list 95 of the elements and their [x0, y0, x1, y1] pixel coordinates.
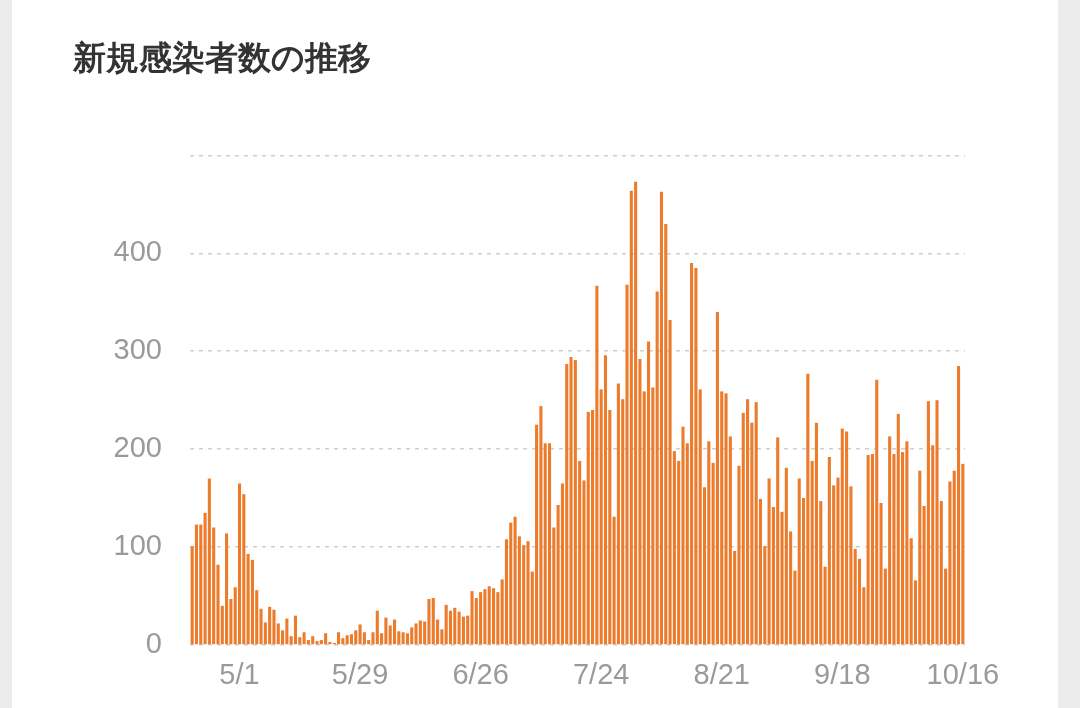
bar — [797, 478, 801, 645]
bar — [285, 618, 289, 645]
bar — [948, 481, 952, 645]
bar — [479, 592, 483, 645]
bar — [784, 467, 788, 645]
bar — [668, 319, 672, 645]
bar — [349, 634, 354, 645]
bar — [905, 441, 909, 645]
bar — [866, 455, 870, 645]
x-tick-label: 5/1 — [219, 658, 260, 691]
bar — [888, 436, 892, 645]
bar — [496, 592, 500, 645]
bar — [909, 538, 913, 645]
bar — [293, 615, 298, 645]
bar — [845, 431, 849, 645]
bar — [431, 598, 435, 645]
bar — [569, 357, 573, 645]
y-tick-label: 0 — [145, 627, 162, 659]
bar — [207, 478, 211, 645]
bar — [896, 413, 900, 645]
bar — [237, 483, 242, 645]
bar — [935, 400, 939, 645]
bar — [199, 524, 203, 645]
bar — [311, 636, 315, 645]
bar — [918, 470, 922, 645]
bar — [646, 341, 651, 645]
x-tick-label: 7/24 — [572, 658, 630, 691]
bar — [827, 456, 831, 645]
bar — [444, 604, 448, 645]
bar — [509, 522, 513, 645]
bar — [410, 627, 414, 645]
bar — [715, 312, 719, 645]
bar — [302, 632, 306, 645]
bar — [414, 623, 418, 645]
bar — [272, 609, 276, 645]
bar — [483, 589, 487, 645]
bar — [375, 610, 379, 645]
bar — [586, 411, 590, 645]
bar — [746, 399, 750, 645]
bar — [513, 516, 517, 645]
bar — [470, 591, 474, 645]
x-tick-label: 6/26 — [452, 658, 509, 691]
bar — [681, 426, 685, 645]
bar — [324, 633, 328, 645]
y-tick-label: 400 — [113, 235, 162, 268]
bar — [776, 437, 780, 645]
bar — [956, 365, 961, 645]
bar — [853, 549, 857, 645]
bar — [427, 598, 431, 645]
bar — [767, 478, 771, 645]
bar — [354, 630, 358, 645]
bar — [875, 379, 879, 645]
bar — [616, 383, 620, 645]
bar — [336, 632, 341, 645]
bar — [418, 620, 422, 645]
x-tick-label: 9/18 — [814, 658, 871, 691]
bar — [603, 355, 608, 645]
bar — [547, 443, 552, 645]
bar — [806, 373, 810, 645]
x-tick-label: 8/21 — [693, 658, 750, 691]
bar — [814, 422, 819, 645]
bar — [358, 624, 362, 645]
bar — [595, 285, 599, 645]
x-tick-label: 10/16 — [926, 658, 1000, 691]
bar — [526, 541, 530, 645]
bar — [457, 611, 461, 645]
bar — [539, 406, 543, 645]
y-tick-label: 100 — [113, 529, 162, 562]
chart-title: 新規感染者数の推移 — [73, 37, 371, 79]
y-tick-label: 200 — [113, 431, 162, 464]
bar — [246, 553, 250, 645]
bar — [573, 360, 577, 645]
bar — [724, 393, 728, 645]
bar — [268, 606, 272, 645]
bar — [698, 389, 702, 645]
bar — [840, 428, 844, 645]
bar — [453, 607, 457, 645]
bar — [543, 443, 547, 645]
bar — [401, 632, 405, 645]
bar — [392, 619, 397, 645]
bar — [384, 617, 388, 645]
x-tick-label: 5/29 — [331, 658, 389, 691]
bar — [926, 401, 930, 645]
bar — [487, 586, 491, 645]
bar — [345, 635, 349, 645]
bar — [225, 533, 229, 645]
bar — [754, 402, 758, 645]
bar — [707, 441, 711, 645]
y-tick-label: 300 — [113, 333, 162, 366]
bar — [461, 616, 465, 645]
bar — [659, 191, 664, 645]
bar — [491, 588, 496, 645]
bar — [634, 181, 638, 645]
bar — [690, 263, 694, 645]
bar — [194, 524, 199, 645]
